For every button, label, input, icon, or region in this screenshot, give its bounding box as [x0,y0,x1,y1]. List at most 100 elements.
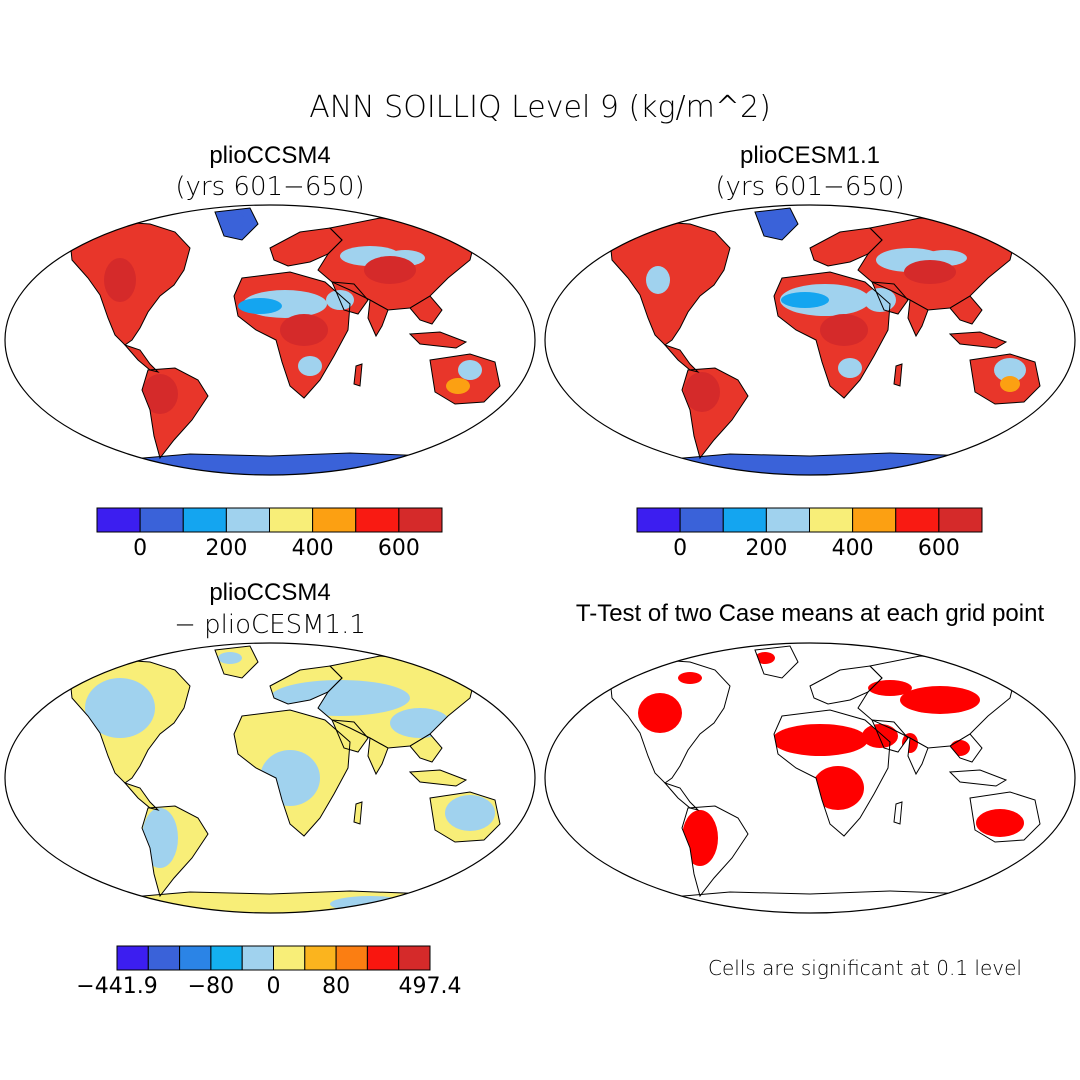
coastline-madagascar [893,363,903,387]
coastline-australia [969,791,1041,843]
coastline-australia [429,353,501,405]
continent-india [908,300,928,336]
field-patch [690,454,1010,474]
coastline-greenland [754,207,799,241]
coastline-se-asia [409,295,443,325]
field-patch [458,360,482,380]
field-patch [364,256,416,284]
coastline-se-asia [949,295,983,325]
colorbar-tick-label: 200 [745,536,787,561]
panel-pliocesm11-subtitle: (yrs 601−650) [715,172,904,202]
globe-outline [4,642,536,914]
globe-outline [544,204,1076,476]
coastline-greenland [754,645,799,679]
colorbar-swatch [335,945,368,971]
field-patch [104,258,136,302]
field-patch [752,208,788,224]
coastline-indonesia [948,331,1008,349]
colorbar-swatch [366,945,400,971]
field-patch [142,374,178,414]
coastline-africa [233,271,351,399]
coastline-central-america [123,781,160,811]
colorbar-swatch [636,507,681,533]
coastline-se-asia [409,733,443,763]
colorbar-tick-label: 0 [133,536,147,561]
coastline-arabia [331,281,369,315]
coastline-africa [773,709,891,837]
field-patch [238,298,282,314]
colorbar-tick-label: 200 [205,536,247,561]
colorbar-swatch [355,507,400,533]
significant-cells [678,672,702,684]
colorbar-difference: −441.9 −80 0 80 497.4 [76,945,462,999]
coastline-north-america [69,221,191,346]
colorbar-swatch [938,507,983,533]
field-patch [684,372,720,412]
coastline-india [367,299,389,338]
significant-cells [772,724,868,756]
significant-cells [862,724,898,748]
field-overlay [85,652,495,912]
continent-north-america [610,222,730,345]
colorbar-swatch [852,507,897,533]
colorbar-tick-label: 400 [832,536,874,561]
land-fill [609,207,1041,475]
coastline-madagascar [353,801,363,825]
colorbar-swatch [765,507,810,533]
colorbar-tick-label: −80 [188,974,234,999]
colorbar-tick-label: 497.4 [399,974,462,999]
coastline-australia [429,791,501,843]
field-patch [70,456,490,475]
coastline-north-america [69,659,191,784]
panel-ttest: T-Test of two Case means at each grid po… [544,600,1076,980]
field-patch [142,808,178,868]
coastline-north-america [609,659,731,784]
coastline-arabia [871,281,909,315]
field-patch [838,358,862,378]
field-patch [904,260,956,284]
coastline-se-asia [949,733,983,763]
coastline-india [907,737,929,776]
colorbar-swatch [679,507,724,533]
continent-india [368,738,388,774]
panel-pliocesm11: plioCESM1.1 (yrs 601−650) 0 200 400 600 [544,142,1076,561]
coastline-africa [233,709,351,837]
colorbar-swatch [312,507,357,533]
panel-difference-title: plioCCSM4 [209,579,330,606]
colorbar-tick-label: 400 [292,536,334,561]
coastline-central-america [663,343,700,373]
panel-difference: plioCCSM4 − plioCESM1.1 −441.9 −80 0 80 497.… [4,579,536,999]
field-patch [85,678,155,738]
land-fill [69,645,501,913]
map-ttest [609,645,1041,913]
land-outline [609,645,1041,913]
coastline-south-america [681,367,749,460]
colorbar-swatch [398,945,431,971]
globe-outline [4,204,536,476]
continent-central-america [125,783,158,810]
colorbar-tick-label: −441.9 [76,974,157,999]
coastline-indonesia [408,769,468,787]
continent-antarctica [120,891,470,913]
continent-europe [810,666,882,704]
figure-title: ANN SOILLIQ Level 9 (kg/m^2) [309,90,771,125]
colorbar-swatch [269,507,314,533]
field-patch [205,210,245,230]
field-overlay [638,652,1024,866]
coastline-arabia [871,719,909,753]
field-patch [445,795,495,831]
panel-plioccsm4-subtitle: (yrs 601−650) [175,172,364,202]
ttest-note: Cells are significant at 0.1 level [708,956,1022,980]
continent-europe [270,228,342,266]
coastline-south-america [681,805,749,898]
map-plioccsm4 [69,207,501,475]
continent-central-america [665,783,698,810]
significant-cells [976,809,1024,837]
coastline-madagascar [893,801,903,825]
significant-cells [812,766,864,810]
colorbar-swatch [895,507,940,533]
coastline-north-america [609,221,731,346]
coastline-greenland [214,645,259,679]
colorbar-swatch [241,945,274,971]
field-patch [781,292,829,308]
